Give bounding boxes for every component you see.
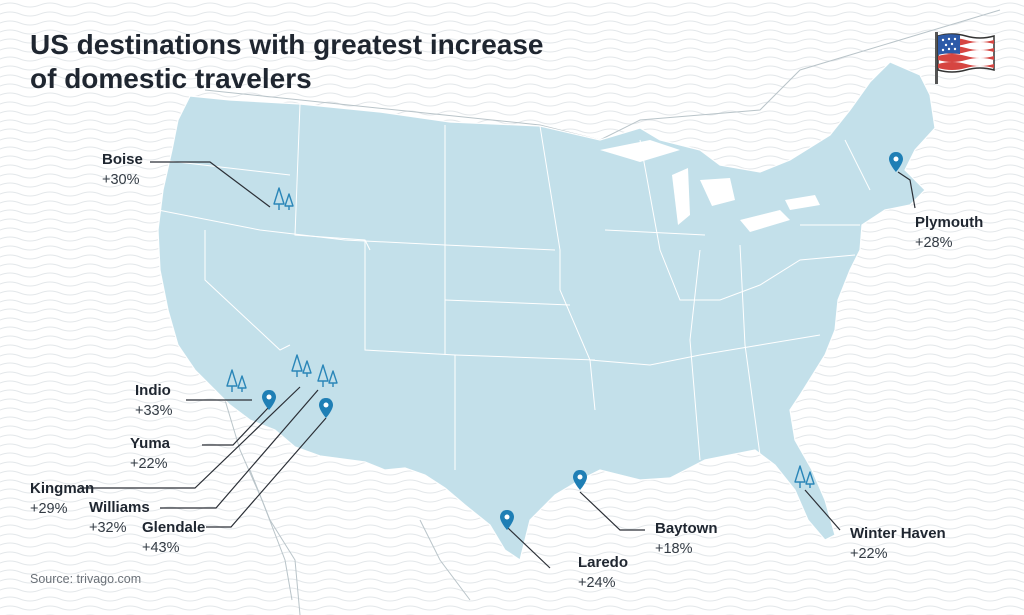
destination-name: Yuma [130, 435, 171, 452]
map-pin-icon [262, 152, 903, 530]
destination-change: +30% [102, 172, 140, 188]
destination-name: Plymouth [915, 214, 984, 231]
baja-coast [224, 399, 293, 601]
destination-change: +43% [142, 540, 180, 556]
us-landmass [157, 61, 936, 561]
destination-change: +22% [850, 546, 888, 562]
destination-name: Laredo [578, 554, 629, 571]
destination-change: +33% [135, 403, 173, 419]
destination-change: +18% [655, 541, 693, 557]
destination-change: +22% [130, 456, 168, 472]
destination-williams: Williams +32% [89, 498, 150, 538]
destination-change: +29% [30, 501, 68, 517]
destination-name: Williams [89, 499, 150, 516]
leader-lines [80, 161, 916, 569]
destination-name: Baytown [655, 520, 718, 537]
source-credit: Source: trivago.com [30, 572, 142, 586]
destination-name: Glendale [142, 519, 206, 536]
destination-kingman: Kingman +29% [30, 479, 94, 519]
destination-boise: Boise +30% [102, 150, 143, 190]
destination-change: +24% [578, 575, 616, 591]
destination-name: Kingman [30, 480, 95, 497]
us-flag-icon [935, 32, 995, 84]
destination-glendale: Glendale +43% [142, 518, 205, 558]
destination-name: Indio [135, 382, 171, 399]
destination-change: +28% [915, 235, 953, 251]
destination-name: Winter Haven [850, 525, 946, 542]
destination-change: +32% [89, 520, 127, 536]
destination-yuma: Yuma +22% [130, 434, 170, 474]
page-title: US destinations with greatest increase o… [30, 28, 590, 96]
destination-winter-haven: Winter Haven +22% [850, 524, 946, 564]
state-borders [157, 103, 871, 470]
title-line-1: US destinations with greatest increase [30, 29, 544, 60]
great-lakes [600, 140, 820, 232]
destination-laredo: Laredo +24% [578, 553, 628, 593]
destination-indio: Indio +33% [135, 381, 173, 421]
pine-trees-icon [226, 187, 815, 488]
destination-plymouth: Plymouth +28% [915, 213, 983, 253]
destination-baytown: Baytown +18% [655, 519, 718, 559]
title-line-2: of domestic travelers [30, 63, 312, 94]
destination-name: Boise [102, 151, 143, 168]
